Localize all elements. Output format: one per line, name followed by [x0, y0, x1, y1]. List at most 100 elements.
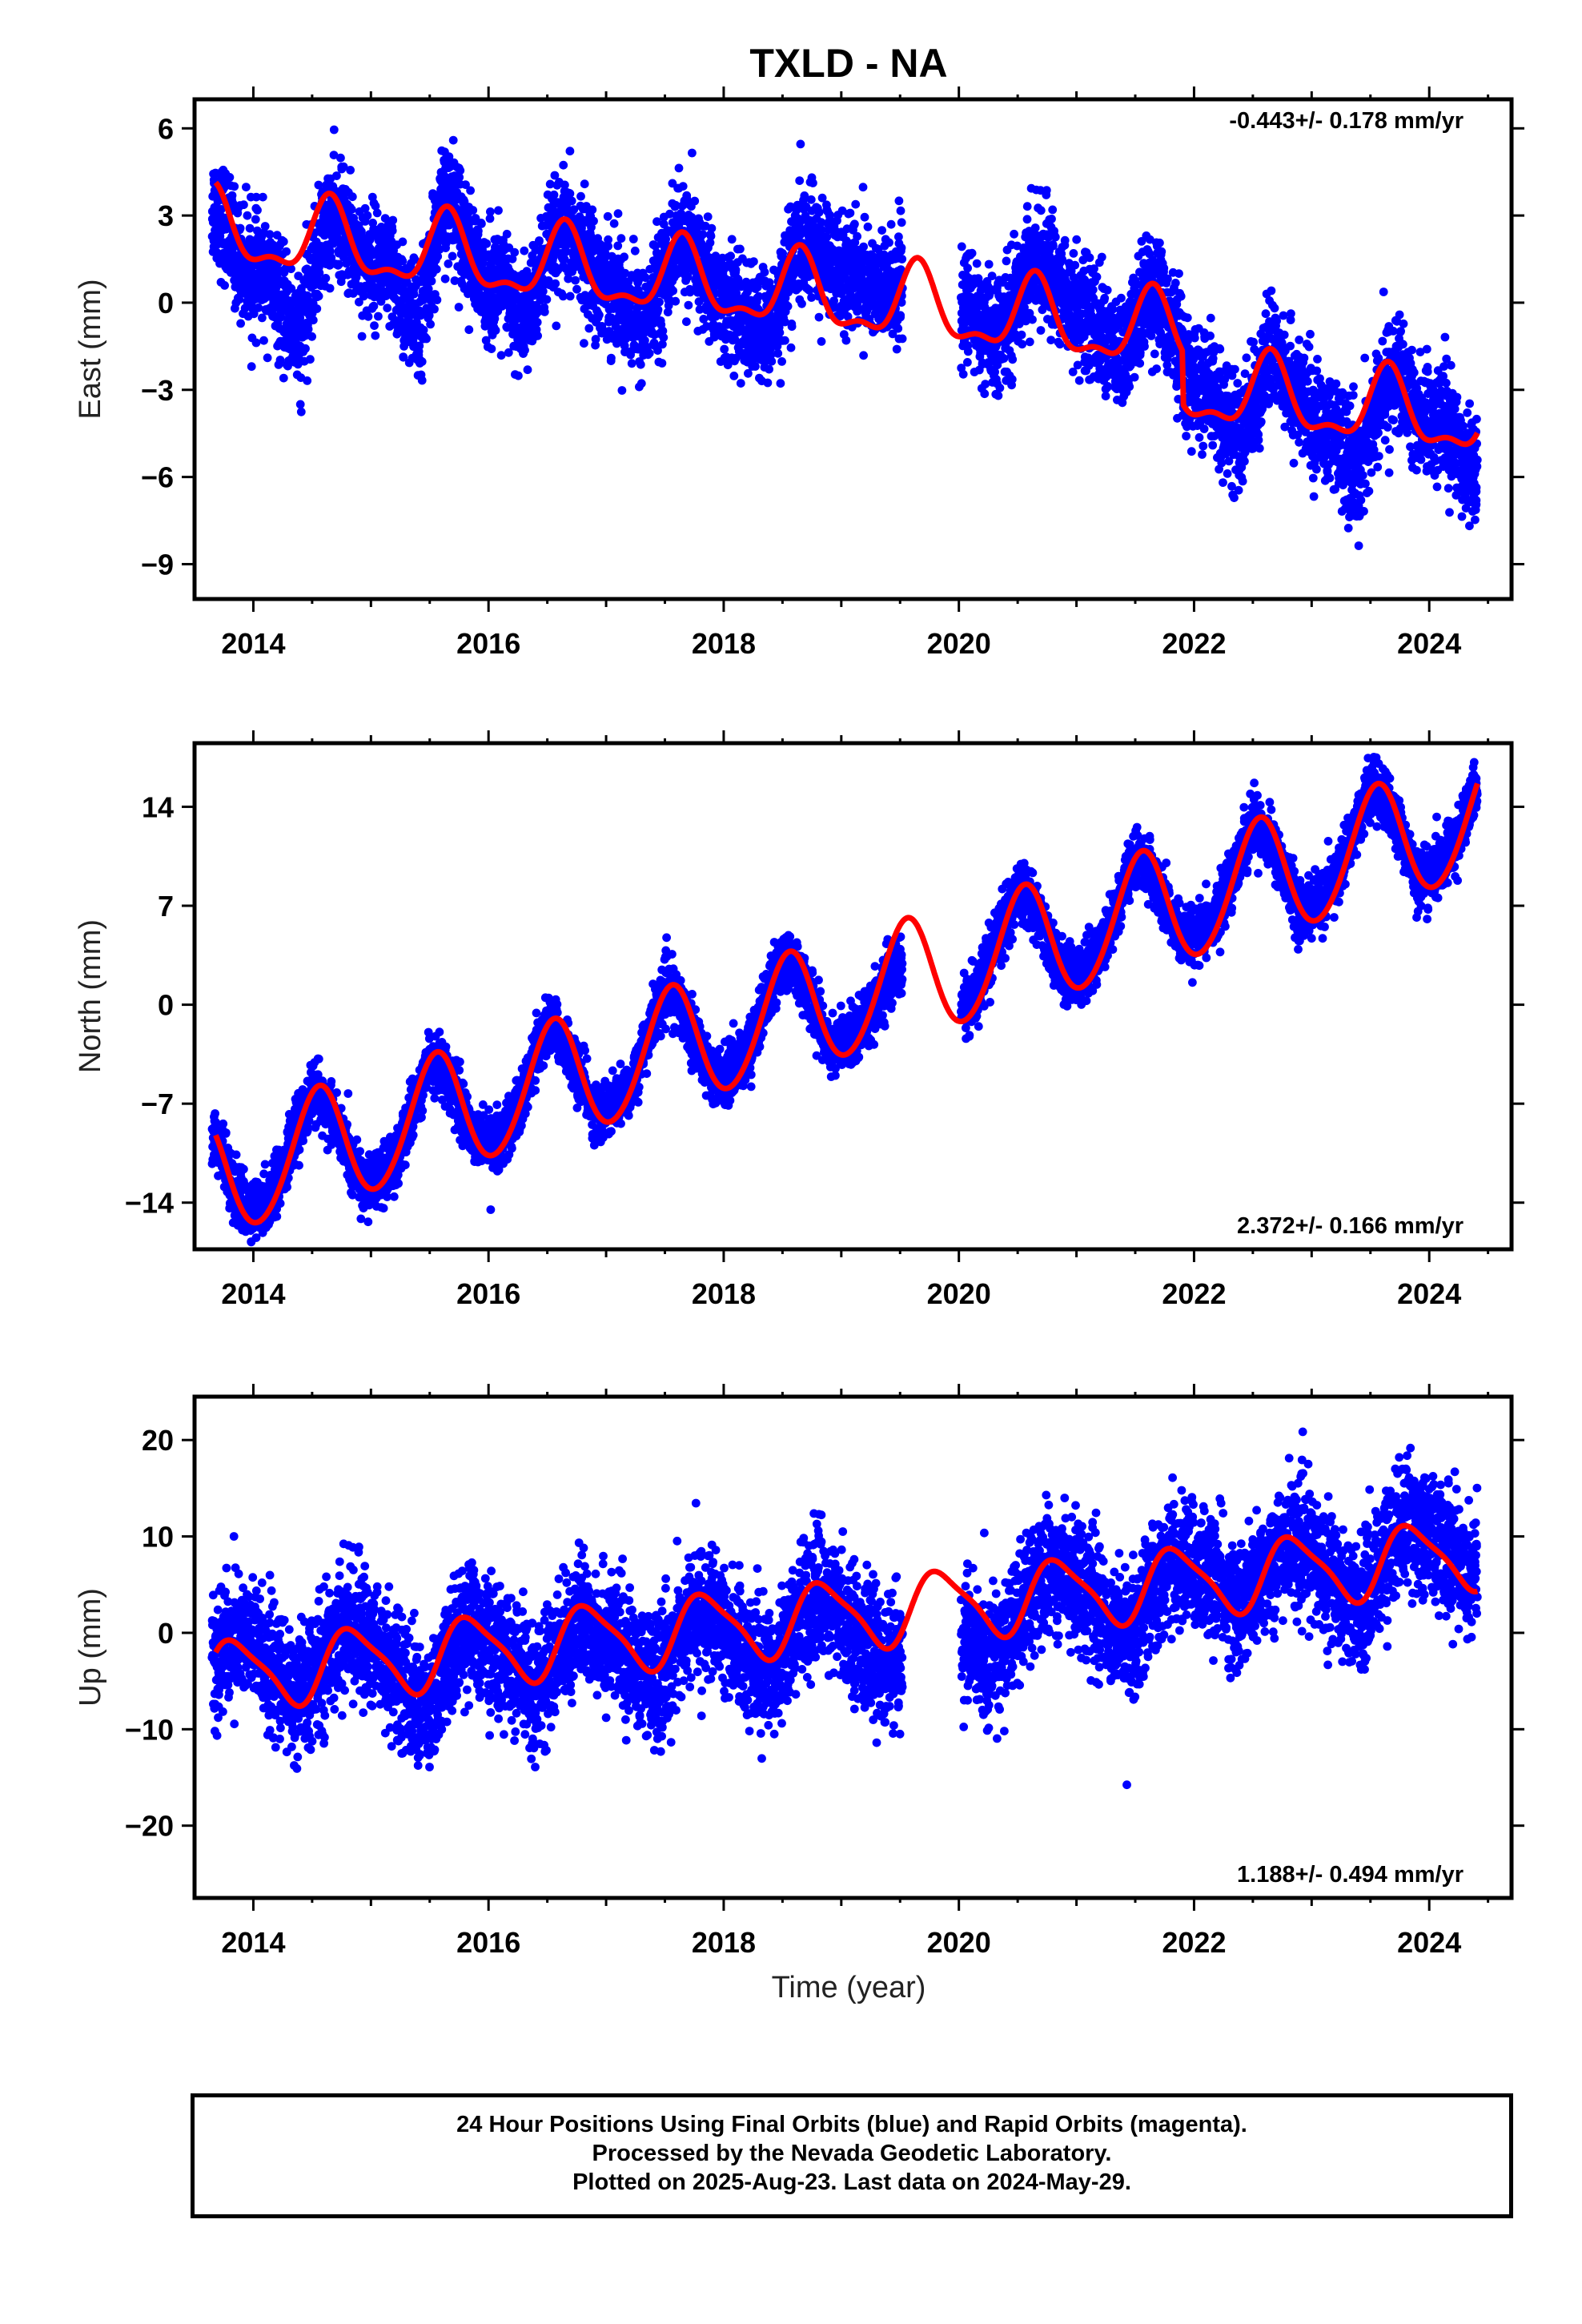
east-point [897, 255, 907, 263]
east-point [430, 304, 439, 314]
east-point [763, 378, 773, 388]
east-point [239, 200, 248, 210]
east-point [282, 247, 291, 256]
east-point [374, 312, 383, 321]
east-point [1092, 272, 1102, 282]
east-point [595, 310, 604, 320]
east-point [247, 362, 256, 372]
east-point [1017, 330, 1026, 340]
east-point [896, 311, 905, 320]
east-point [245, 223, 255, 233]
east-point [885, 238, 893, 247]
east-point [426, 320, 435, 329]
east-point [1100, 293, 1110, 303]
east-point [609, 219, 619, 228]
east-point [863, 222, 873, 231]
east-point [251, 215, 260, 224]
east-point [303, 324, 313, 334]
east-point [523, 365, 532, 375]
east-point [560, 180, 569, 190]
east-point [432, 264, 441, 274]
east-point [698, 230, 708, 239]
east-point [220, 281, 229, 290]
east-point [620, 252, 628, 262]
east-point [1036, 206, 1046, 215]
east-point [312, 304, 322, 313]
east-point [685, 287, 695, 297]
east-point [1069, 249, 1078, 258]
east-point [409, 289, 419, 299]
east-point [773, 348, 783, 358]
east-point [388, 215, 398, 225]
east-point [729, 372, 739, 380]
east-point [565, 147, 575, 156]
east-point [398, 237, 408, 247]
east-point [1074, 376, 1084, 385]
east-point [335, 259, 343, 269]
east-point [279, 237, 288, 247]
east-point [572, 284, 581, 294]
east-point [432, 296, 442, 304]
east-point [963, 347, 973, 356]
east-point [466, 186, 475, 195]
east-point [251, 338, 261, 348]
east-point [797, 299, 806, 308]
east-point [984, 259, 994, 269]
east-point [580, 339, 588, 348]
east-point [613, 209, 623, 219]
east-point [1108, 304, 1118, 314]
east-point [347, 205, 356, 214]
east-point [659, 333, 669, 342]
east-point [775, 328, 785, 337]
east-point [726, 251, 735, 261]
east-point [795, 176, 805, 186]
east-point [532, 318, 542, 327]
east-point [448, 251, 457, 261]
east-point [315, 268, 324, 278]
east-point [809, 179, 817, 187]
east-point [363, 211, 372, 220]
east-point [494, 206, 503, 215]
east-point [897, 218, 906, 227]
east-point [398, 256, 408, 266]
east-point [502, 229, 512, 239]
east-point [571, 275, 580, 285]
east-point [542, 295, 552, 304]
east-point [897, 334, 907, 344]
east-point [551, 279, 560, 288]
east-point [896, 206, 905, 215]
east-point [999, 354, 1009, 363]
east-point [357, 332, 367, 341]
east-point [327, 253, 336, 263]
east-point [690, 196, 700, 206]
east-point [321, 274, 331, 283]
east-point [371, 331, 380, 340]
east-point [279, 373, 288, 383]
east-point [243, 211, 252, 220]
east-point [491, 326, 500, 335]
east-point [347, 192, 357, 202]
east-point [1036, 326, 1046, 335]
east-point [1028, 315, 1037, 324]
east-point [1103, 382, 1113, 391]
east-point [1085, 253, 1094, 263]
east-point [613, 241, 623, 251]
east-point [987, 271, 997, 280]
east-point [703, 212, 713, 221]
east-point [468, 206, 478, 215]
east-point [1047, 215, 1056, 223]
east-point [259, 336, 268, 345]
east-point [860, 212, 869, 222]
east-point [814, 312, 824, 322]
east-point [796, 139, 805, 149]
east-point [534, 237, 544, 246]
east-point [275, 356, 285, 364]
east-point [369, 301, 379, 311]
east-point [464, 325, 474, 335]
east-point [580, 179, 589, 189]
east-point [671, 296, 681, 306]
east-point [487, 344, 496, 353]
east-point [980, 389, 990, 399]
east-point [346, 166, 355, 175]
